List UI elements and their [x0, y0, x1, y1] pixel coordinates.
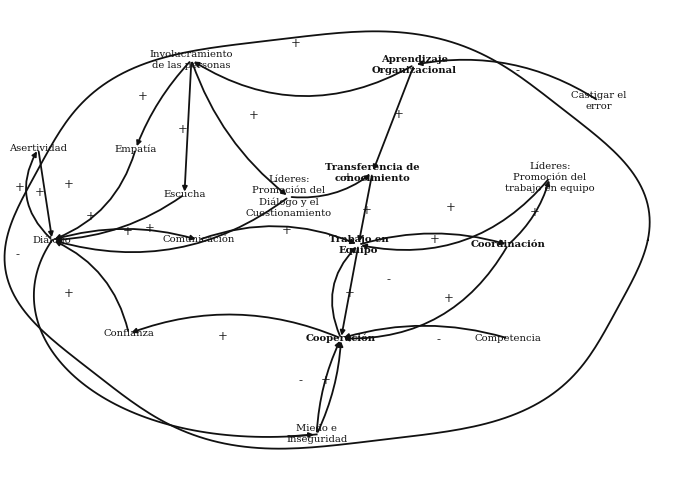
Text: +: +: [122, 225, 132, 238]
Text: +: +: [145, 221, 155, 235]
Text: +: +: [321, 374, 331, 387]
FancyArrowPatch shape: [341, 248, 358, 334]
FancyArrowPatch shape: [192, 62, 285, 194]
Text: +: +: [63, 287, 73, 300]
Text: +: +: [86, 210, 95, 224]
Text: Trabajo en
Equipo: Trabajo en Equipo: [329, 235, 388, 255]
Text: -: -: [299, 374, 303, 387]
Text: +: +: [15, 180, 24, 194]
FancyArrowPatch shape: [56, 152, 135, 239]
Text: +: +: [362, 204, 372, 217]
FancyArrowPatch shape: [318, 343, 342, 432]
FancyArrowPatch shape: [363, 180, 548, 250]
FancyArrowPatch shape: [183, 63, 191, 190]
FancyArrowPatch shape: [358, 176, 372, 240]
FancyArrowPatch shape: [55, 229, 193, 240]
FancyArrowPatch shape: [419, 60, 596, 99]
Text: +: +: [218, 329, 228, 343]
Text: +: +: [138, 89, 148, 103]
Text: +: +: [291, 36, 301, 50]
Text: Aprendizaje
Organizacional: Aprendizaje Organizacional: [372, 55, 457, 75]
Text: +: +: [394, 108, 404, 121]
Text: Confianza: Confianza: [103, 329, 155, 338]
FancyArrowPatch shape: [39, 152, 53, 235]
Text: -: -: [15, 248, 19, 261]
FancyArrowPatch shape: [510, 182, 549, 243]
FancyArrowPatch shape: [292, 176, 368, 197]
FancyArrowPatch shape: [133, 314, 338, 337]
Text: -: -: [516, 64, 520, 78]
Text: +: +: [249, 108, 259, 122]
FancyArrowPatch shape: [201, 226, 354, 243]
Text: Cooperación: Cooperación: [306, 334, 376, 343]
Text: +: +: [343, 171, 353, 184]
Text: -: -: [386, 273, 390, 286]
Text: +: +: [63, 178, 73, 192]
Text: +: +: [345, 287, 355, 300]
Text: Comunicación: Comunicación: [162, 236, 235, 244]
FancyArrowPatch shape: [346, 326, 505, 338]
FancyArrowPatch shape: [346, 247, 507, 340]
Text: +: +: [178, 123, 188, 136]
FancyArrowPatch shape: [137, 62, 189, 144]
FancyArrowPatch shape: [317, 343, 339, 432]
Text: Castigar el
error: Castigar el error: [571, 91, 626, 111]
Text: +: +: [446, 201, 456, 214]
Text: Empatía: Empatía: [115, 144, 157, 154]
FancyArrowPatch shape: [57, 196, 182, 241]
Text: Transferencia de
conocimiento: Transferencia de conocimiento: [325, 163, 420, 183]
Text: Líderes:
Promoción del
Diálogo y el
Cuestionamiento: Líderes: Promoción del Diálogo y el Cues…: [246, 175, 332, 218]
FancyArrowPatch shape: [332, 248, 355, 336]
Text: -: -: [436, 333, 441, 346]
Text: Líderes:
Promoción del
trabajo en equipo: Líderes: Promoción del trabajo en equipo: [505, 162, 594, 193]
Text: +: +: [430, 232, 440, 246]
Text: Involucramiento
de las personas: Involucramiento de las personas: [150, 50, 233, 70]
FancyArrowPatch shape: [196, 62, 412, 96]
Text: Miedo e
Inseguridad: Miedo e Inseguridad: [286, 424, 347, 444]
FancyArrowPatch shape: [374, 67, 413, 168]
Text: Asertividad: Asertividad: [9, 144, 68, 153]
Text: Coordinación: Coordinación: [470, 240, 546, 249]
Text: Diálogo: Diálogo: [33, 235, 72, 245]
Text: Competencia: Competencia: [475, 334, 541, 343]
Text: +: +: [530, 205, 539, 219]
Text: Escucha: Escucha: [163, 190, 206, 199]
FancyArrowPatch shape: [361, 233, 503, 244]
Text: +: +: [282, 224, 292, 237]
FancyArrowPatch shape: [26, 153, 50, 238]
FancyArrowPatch shape: [57, 198, 287, 252]
Text: +: +: [444, 292, 454, 305]
Text: +: +: [35, 186, 45, 200]
FancyArrowPatch shape: [56, 242, 128, 331]
